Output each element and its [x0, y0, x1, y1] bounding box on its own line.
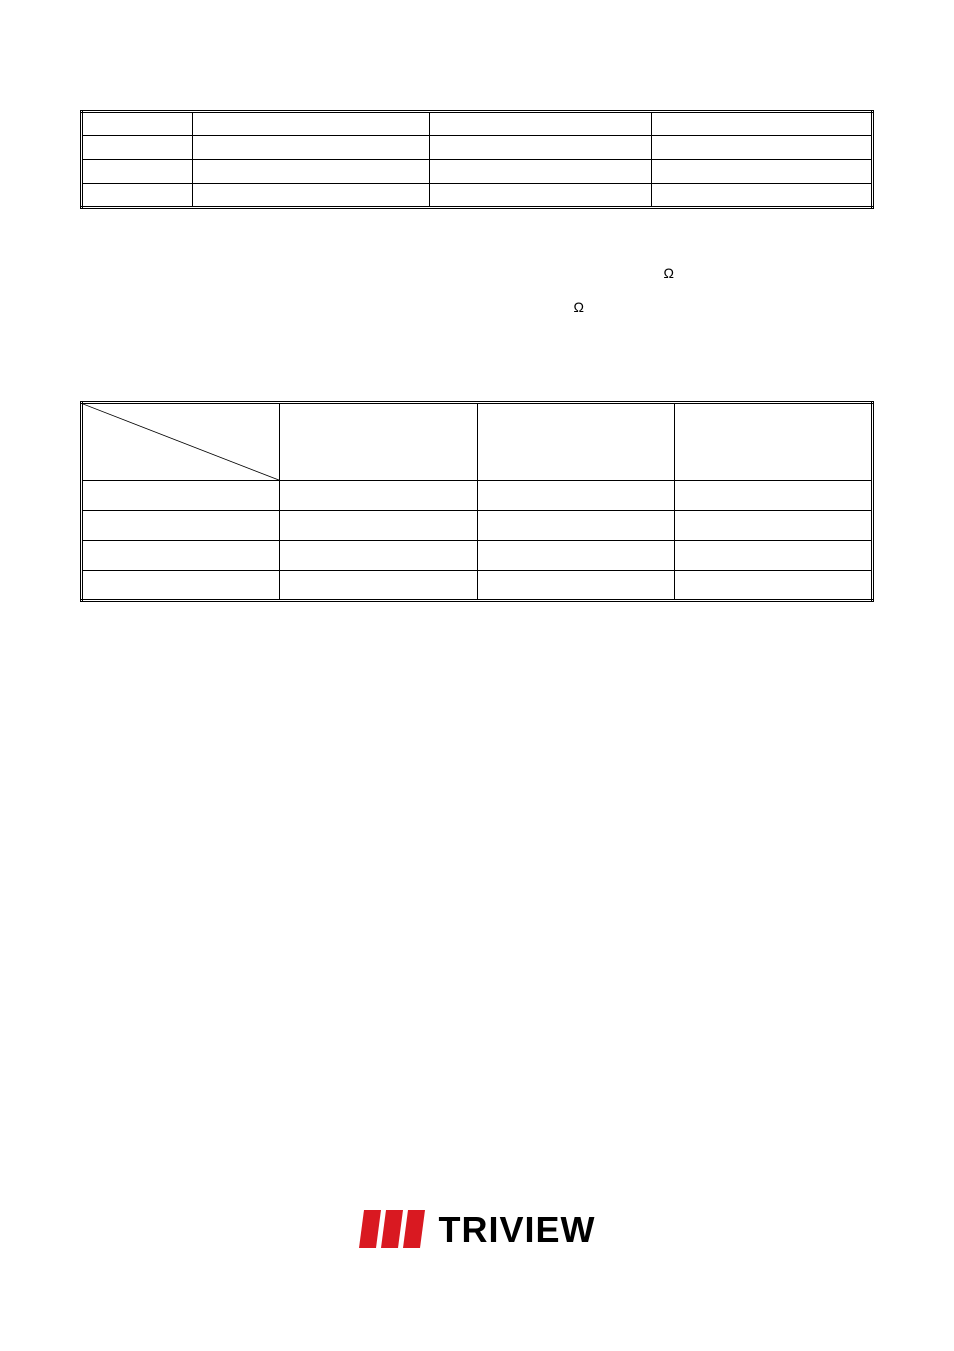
paragraph-block-1: Ω Ω [80, 259, 874, 321]
cell [651, 184, 873, 208]
spec-table-2 [80, 401, 874, 602]
cell [651, 112, 873, 136]
cell [82, 511, 280, 541]
table-row [82, 571, 873, 601]
table-header-row [82, 403, 873, 481]
logo-text: TRIVIEW [439, 1209, 596, 1251]
cell [477, 571, 675, 601]
cell [430, 136, 651, 160]
table-row [82, 481, 873, 511]
cell [82, 136, 193, 160]
cell [82, 184, 193, 208]
logo-bars-icon [359, 1210, 429, 1251]
header-cell [279, 403, 477, 481]
cell [82, 481, 280, 511]
diagonal-line-icon [83, 404, 279, 480]
table-row [82, 541, 873, 571]
cell [82, 160, 193, 184]
cell [279, 571, 477, 601]
cell [279, 481, 477, 511]
cell [192, 136, 429, 160]
table-row [82, 184, 873, 208]
cell [82, 541, 280, 571]
diagonal-header-cell [82, 403, 280, 481]
omega-symbol: Ω [574, 293, 584, 321]
table-row [82, 136, 873, 160]
cell [192, 112, 429, 136]
footer-logo-area: TRIVIEW [0, 1209, 954, 1251]
cell [430, 160, 651, 184]
cell [675, 571, 873, 601]
omega-symbol: Ω [664, 259, 674, 287]
cell [192, 184, 429, 208]
cell [279, 511, 477, 541]
para-line: Ω [80, 259, 874, 287]
table-row [82, 112, 873, 136]
cell [675, 511, 873, 541]
triview-logo: TRIVIEW [359, 1209, 596, 1251]
cell [477, 541, 675, 571]
table-row [82, 511, 873, 541]
cell [430, 112, 651, 136]
spec-table-1 [80, 110, 874, 209]
cell [192, 160, 429, 184]
cell [675, 481, 873, 511]
cell [477, 511, 675, 541]
cell [430, 184, 651, 208]
cell [675, 541, 873, 571]
cell [82, 571, 280, 601]
table-row [82, 160, 873, 184]
cell [82, 112, 193, 136]
header-cell [675, 403, 873, 481]
para-line: Ω [80, 293, 874, 321]
cell [651, 160, 873, 184]
cell [477, 481, 675, 511]
cell [651, 136, 873, 160]
header-cell [477, 403, 675, 481]
cell [279, 541, 477, 571]
